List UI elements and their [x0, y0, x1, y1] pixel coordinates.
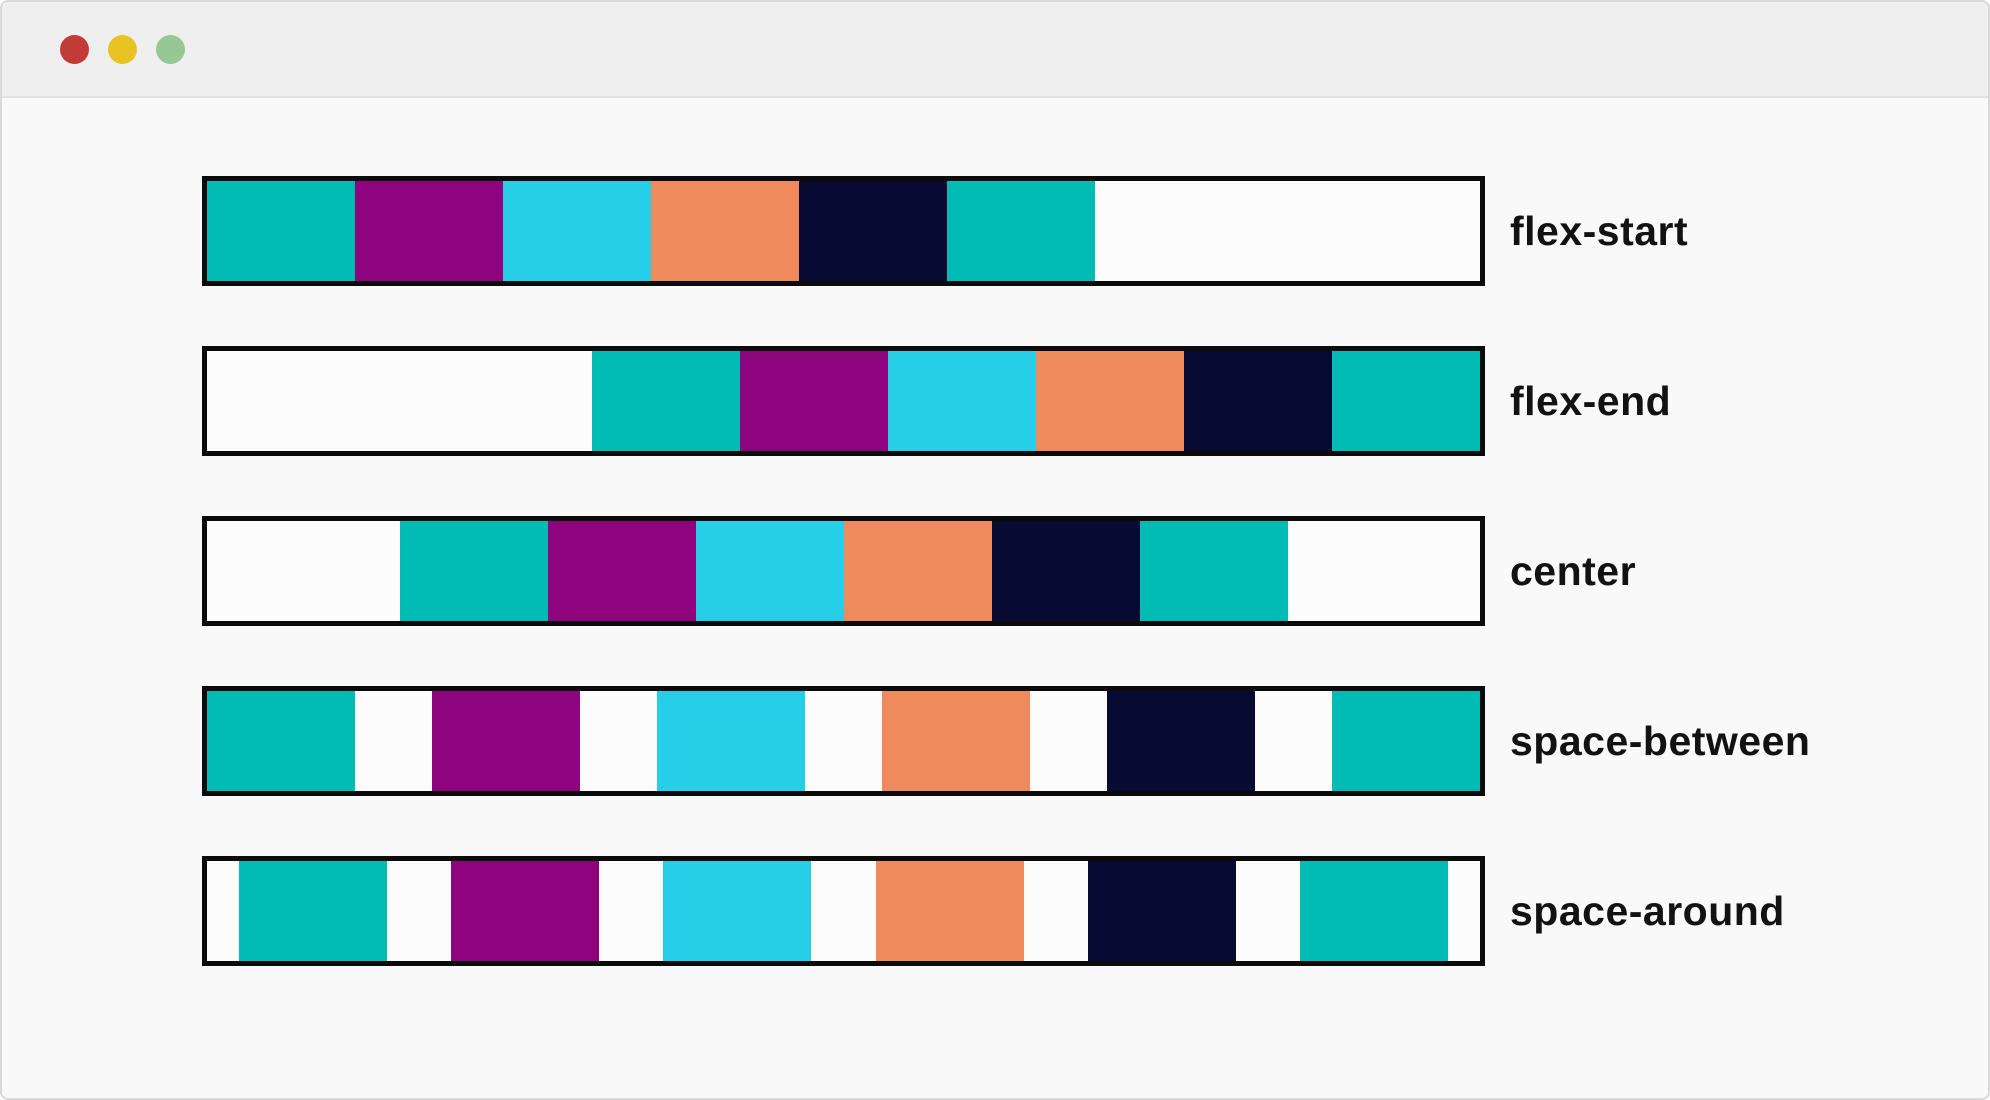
flex-item [882, 691, 1030, 791]
flex-item [991, 521, 1140, 621]
justify-content-demo: flex-start flex-end center space-between… [2, 98, 1988, 966]
flex-item [663, 861, 812, 961]
flex-container [202, 686, 1485, 796]
flex-item [1332, 691, 1480, 791]
flex-item [651, 181, 799, 281]
flex-item [547, 521, 696, 621]
flex-item [799, 181, 947, 281]
flex-item [1332, 351, 1480, 451]
flex-item [843, 521, 992, 621]
flex-item [451, 861, 600, 961]
flex-item [1036, 351, 1184, 451]
flex-container [202, 176, 1485, 286]
flex-item [875, 861, 1024, 961]
flex-item [207, 181, 355, 281]
close-button[interactable] [60, 34, 89, 64]
window-titlebar [2, 2, 1988, 98]
flex-item [432, 691, 580, 791]
flex-container [202, 346, 1485, 456]
demo-row-flex-start: flex-start [202, 176, 1988, 286]
demo-row-flex-end: flex-end [202, 346, 1988, 456]
flex-item [239, 861, 388, 961]
flex-item [399, 521, 548, 621]
row-label: flex-end [1510, 377, 1672, 424]
row-label: space-between [1510, 717, 1811, 764]
flex-item [657, 691, 805, 791]
row-label: flex-start [1510, 207, 1689, 254]
flex-item [503, 181, 651, 281]
flex-item [1299, 861, 1448, 961]
minimize-button[interactable] [108, 34, 137, 64]
row-label: space-around [1510, 887, 1785, 934]
flex-item [1087, 861, 1236, 961]
demo-row-center: center [202, 516, 1988, 626]
flex-item [1139, 521, 1288, 621]
flex-item [207, 691, 355, 791]
flex-container [202, 516, 1485, 626]
flex-item [592, 351, 740, 451]
demo-row-space-around: space-around [202, 856, 1988, 966]
flex-item [1184, 351, 1332, 451]
flex-item [947, 181, 1095, 281]
demo-row-space-between: space-between [202, 686, 1988, 796]
flex-item [888, 351, 1036, 451]
flex-container [202, 856, 1485, 966]
row-label: center [1510, 547, 1637, 594]
zoom-button[interactable] [156, 34, 185, 64]
flex-item [1107, 691, 1255, 791]
flex-item [355, 181, 503, 281]
flex-item [740, 351, 888, 451]
flex-item [695, 521, 844, 621]
